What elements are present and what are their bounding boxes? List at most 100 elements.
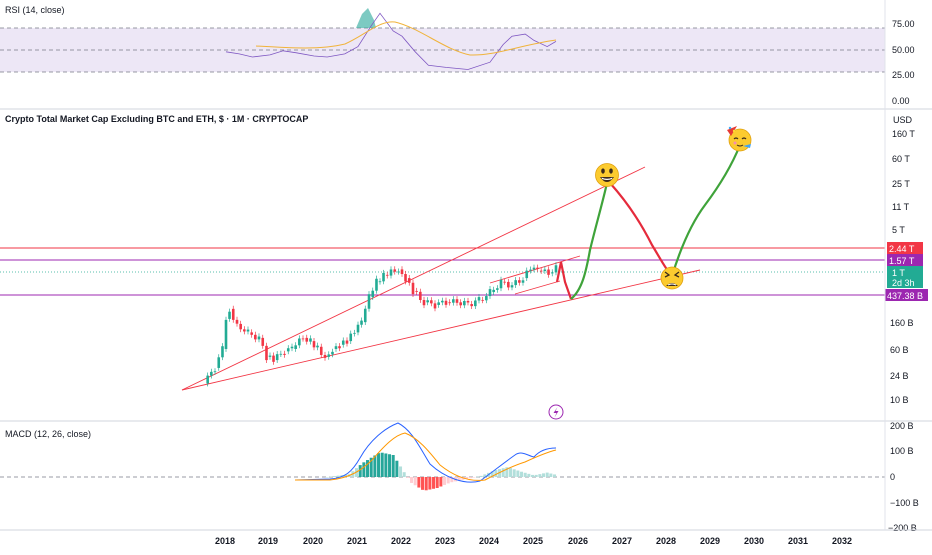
candle-body (397, 271, 400, 273)
candle-body (415, 290, 418, 292)
candle-body (448, 302, 451, 304)
x-label-2032: 2032 (832, 536, 852, 546)
candle-body (283, 353, 286, 355)
macd-bar (366, 460, 370, 477)
candle-body (309, 338, 312, 342)
candle-body (543, 269, 547, 272)
currency-label: USD (893, 115, 913, 125)
badge-437-38b: 437.38 B (885, 289, 928, 301)
candle-body (422, 300, 426, 306)
axis-11t: 11 T (892, 202, 910, 212)
rsi-overbought-fill (356, 8, 376, 28)
macd-bar (527, 473, 531, 477)
candle-body (455, 299, 459, 303)
candle-body (382, 272, 385, 282)
candle-body (338, 346, 341, 349)
candle-body (466, 300, 470, 303)
macd-line (294, 422, 557, 483)
badge-1-57t: 1.57 T (887, 254, 923, 266)
candle-body (316, 345, 319, 348)
trendline-upper (181, 166, 646, 391)
rsi-axis-25: 25.00 (892, 70, 915, 80)
candle-body (496, 288, 499, 290)
candle-body (279, 353, 283, 355)
macd-bar (384, 453, 388, 477)
projection-red-fall (609, 182, 673, 277)
projection-green-rise (570, 182, 609, 300)
x-label-2020: 2020 (303, 536, 323, 546)
macd-bar (355, 468, 359, 477)
candle-body (485, 296, 488, 301)
macd-bar (483, 474, 487, 477)
candle-body (452, 299, 455, 303)
candle-body (407, 278, 411, 283)
macd-bar (509, 468, 513, 477)
x-label-2024: 2024 (479, 536, 499, 546)
candle-body (371, 290, 375, 298)
candle-body (231, 308, 235, 320)
x-label-2023: 2023 (435, 536, 455, 546)
candle-body (213, 371, 217, 373)
candle-body (367, 294, 371, 309)
x-axis-labels: 2018 2019 2020 2021 2022 2023 2024 2025 … (215, 536, 852, 546)
candle-body (378, 281, 382, 283)
macd-bar (450, 477, 454, 483)
candle-body (539, 270, 543, 272)
candle-body (356, 324, 360, 333)
channel-upper (489, 255, 581, 284)
macd-bar (406, 477, 410, 478)
rsi-axis-75: 75.00 (892, 19, 915, 29)
lightning-icon[interactable] (548, 404, 564, 420)
candle-body (224, 319, 228, 349)
candle-body (477, 297, 481, 301)
macd-bar (549, 473, 553, 477)
candle-body (305, 337, 309, 342)
candle-body (246, 329, 250, 332)
macd-bar (523, 472, 527, 477)
svg-text:2.44 T: 2.44 T (889, 244, 915, 254)
macd-bar (490, 471, 494, 477)
trendline-lower (181, 269, 701, 391)
macd-bar (373, 455, 377, 477)
macd-bar (553, 474, 557, 477)
candle-body (301, 338, 305, 340)
rsi-axis-50: 50.00 (892, 45, 915, 55)
macd-bar (417, 477, 421, 488)
rsi-title: RSI (14, close) (5, 5, 65, 15)
macd-bar (421, 477, 425, 490)
candle-body (221, 346, 224, 358)
candle-body (312, 341, 316, 348)
candle-body (268, 355, 272, 357)
candle-body (532, 267, 536, 270)
macd-bar (501, 468, 505, 477)
macd-bar (479, 475, 483, 477)
macd-bar (344, 474, 348, 477)
candle-body (389, 269, 393, 276)
x-label-2026: 2026 (568, 536, 588, 546)
candle-body (529, 269, 532, 271)
candle-body (235, 319, 239, 324)
axis-60b: 60 B (890, 345, 909, 355)
candle-body (210, 371, 213, 376)
macd-bar (380, 452, 384, 477)
svg-text:2d 3h: 2d 3h (892, 278, 915, 288)
rsi-line (225, 12, 557, 70)
candle-body (536, 267, 539, 269)
macd-bar (329, 476, 333, 478)
candle-body (426, 300, 429, 303)
candle-body (481, 299, 484, 301)
candle-body (411, 282, 415, 295)
macd-bar (358, 465, 362, 477)
candle-body (239, 323, 242, 330)
candle-body (334, 346, 338, 349)
candle-body (360, 320, 363, 325)
candle-body (441, 300, 444, 303)
macd-bar (325, 477, 329, 478)
candle-body (275, 354, 279, 361)
candle-body (243, 329, 246, 332)
candle-body (474, 300, 477, 307)
candle-body (400, 269, 404, 275)
candle-body (323, 354, 327, 358)
